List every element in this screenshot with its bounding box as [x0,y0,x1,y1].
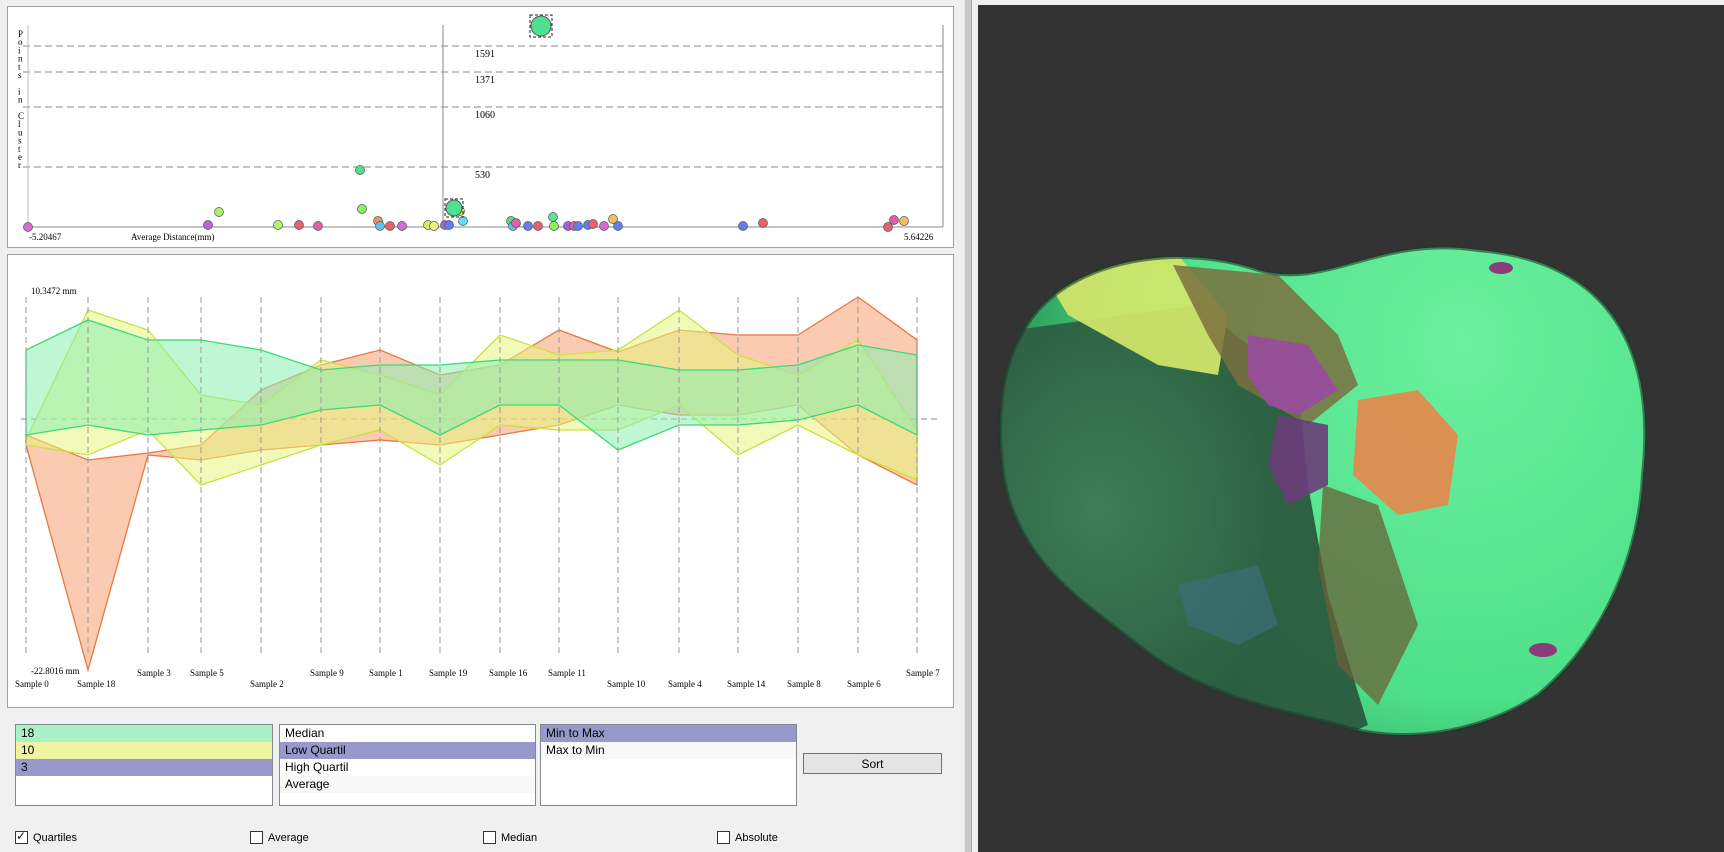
sample-label: Sample 11 [548,668,586,678]
cluster-item[interactable]: 18 [16,725,272,742]
sample-svg: 10.3472 mm -22.8016 mm Sample 0 Sample 18… [15,286,940,689]
scatter-svg: 1591 1371 1060 530 -5.20467 Average Dist… [18,14,944,242]
stat-item-high-quartil[interactable]: High Quartil [285,760,349,774]
cluster-point[interactable] [599,221,609,231]
stat-item-median[interactable]: Median [285,726,325,740]
stat-item-average[interactable]: Average [280,776,535,793]
stat-item-low-quartil[interactable]: Low Quartil [280,742,535,759]
cluster-point[interactable] [613,221,623,231]
median-checkbox-label: Median [501,831,538,844]
gridline-label-1371: 1371 [475,75,495,86]
cluster-point[interactable] [523,221,533,231]
selected-cluster-point[interactable] [530,15,552,37]
cluster-point[interactable] [889,215,899,225]
cluster-point[interactable] [294,220,304,230]
max-value-label: 10.3472 mm [31,286,77,296]
sample-label: Sample 10 [607,679,646,689]
cluster-item[interactable]: 10 [16,742,272,759]
selection-box [529,14,553,38]
cluster-point[interactable] [608,214,618,224]
selection-box [444,198,464,218]
average-checkbox-label: Average [268,831,309,844]
cluster-point[interactable] [758,218,768,228]
checkbox-checked-icon[interactable] [15,829,28,844]
cluster-point[interactable] [444,220,454,230]
checkbox-icon[interactable] [717,831,730,844]
sample-label: Sample 2 [250,679,284,689]
cluster-point[interactable] [23,222,33,232]
cluster-list[interactable]: 18 10 3 [15,724,273,806]
cluster-point[interactable] [357,204,367,214]
sample-label: Sample 4 [668,679,702,689]
sample-label: Sample 1 [369,668,403,678]
gridline-label-1060: 1060 [475,110,495,121]
sample-label: Sample 19 [429,668,468,678]
cluster-point[interactable] [549,221,559,231]
sample-label: Sample 16 [489,668,528,678]
sample-label: Sample 6 [847,679,881,689]
order-item-max-to-min[interactable]: Max to Min [541,742,796,759]
quartiles-checkbox-label: Quartiles [33,831,78,844]
x-max-label: 5.64226 [904,232,934,242]
cluster-point[interactable] [738,221,748,231]
cluster-scatter-plot[interactable]: 1591 1371 1060 530 -5.20467 Average Dist… [7,6,954,248]
sort-button[interactable]: Sort [803,753,942,774]
cluster-point[interactable] [397,221,407,231]
min-value-label: -22.8016 mm [31,666,80,676]
cluster-point[interactable] [533,221,543,231]
sample-label: Sample 18 [77,679,116,689]
absolute-checkbox-label: Absolute [735,831,778,844]
cluster-item[interactable]: 3 [16,759,272,776]
selected-cluster-point[interactable] [445,199,463,217]
cluster-point[interactable] [313,221,323,231]
analysis-pane: 1591 1371 1060 530 -5.20467 Average Dist… [0,0,968,852]
cluster-point[interactable] [511,218,521,228]
mesh-render [997,245,1648,737]
cluster-points[interactable] [23,14,909,232]
sample-label: Sample 3 [137,668,171,678]
absolute-checkbox[interactable]: Absolute [717,831,778,844]
cluster-point[interactable] [429,221,439,231]
cluster-point[interactable] [883,222,893,232]
3d-mesh-viewport[interactable] [978,5,1724,852]
average-checkbox[interactable]: Average [250,831,309,844]
band-cluster-18 [25,319,918,451]
checkbox-icon[interactable] [250,831,263,844]
statistic-list[interactable]: Median Low Quartil High Quartil Average [279,724,536,806]
cluster-point[interactable] [899,216,909,226]
gridline-label-530: 530 [475,170,490,181]
organ-surface [999,247,1646,735]
sample-label: Sample 14 [727,679,766,689]
checkbox-icon[interactable] [483,831,496,844]
median-checkbox[interactable]: Median [483,831,537,844]
cluster-point[interactable] [385,221,395,231]
sort-order-list[interactable]: Min to Max Max to Min [540,724,797,806]
sample-label: Sample 5 [190,668,224,678]
order-item-min-to-max[interactable]: Min to Max [541,725,796,742]
x-min-label: -5.20467 [29,232,62,242]
gridline-label-1591: 1591 [475,49,495,60]
sample-label: Sample 9 [310,668,344,678]
cluster-point[interactable] [588,219,598,229]
sample-label: Sample 7 [906,668,940,678]
cluster-point[interactable] [203,220,213,230]
cluster-point[interactable] [214,207,224,217]
cluster-point[interactable] [273,220,283,230]
cluster-point[interactable] [355,165,365,175]
cluster-point[interactable] [573,221,583,231]
quartiles-checkbox[interactable]: Quartiles [15,829,78,844]
sample-distance-chart[interactable]: 10.3472 mm -22.8016 mm Sample 0 Sample 18… [7,254,954,708]
cluster-point[interactable] [458,216,468,226]
splitter-handle[interactable] [964,0,972,852]
cluster-point[interactable] [375,221,385,231]
sample-labels: Sample 0 Sample 18 Sample 3 Sample 5 Sample … [15,668,940,689]
quartile-bands [25,296,918,673]
cluster-point[interactable] [548,212,558,222]
x-axis-label: Average Distance(mm) [131,232,215,242]
organ-outline [997,245,1648,737]
sample-label: Sample 0 [15,679,49,689]
sample-label: Sample 8 [787,679,821,689]
